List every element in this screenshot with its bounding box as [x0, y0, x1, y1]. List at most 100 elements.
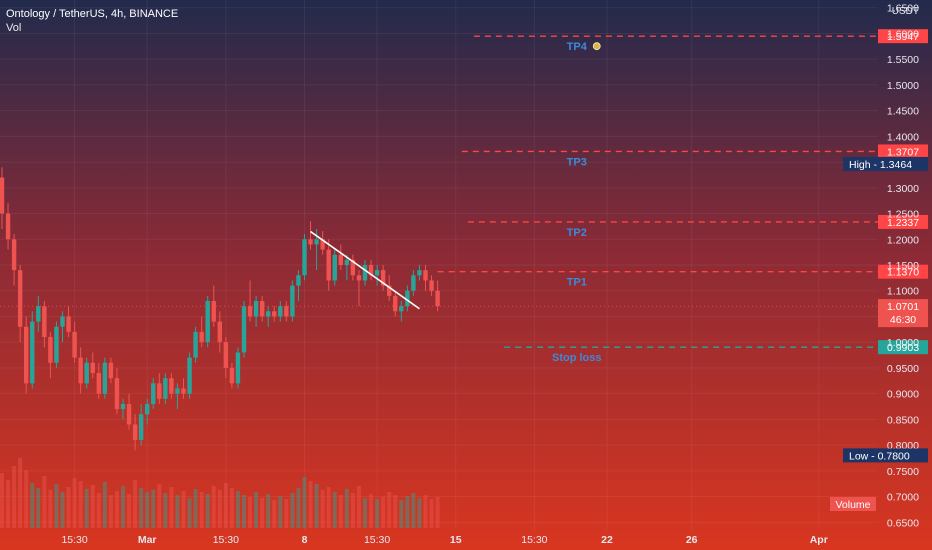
x-tick-label: 8 [302, 534, 308, 546]
candle-body [278, 306, 283, 317]
current-price-bg [878, 299, 928, 328]
level-label-tp3[interactable]: TP3 [567, 156, 587, 168]
candle-body [368, 265, 374, 276]
candle-body [24, 326, 29, 384]
y-tick-label: 1.1500 [887, 260, 919, 272]
volume-bar [217, 490, 222, 528]
candle-body [362, 265, 368, 281]
price-tag-tp1[interactable]: 1.1370 [878, 264, 928, 279]
y-tick-label: 1.4500 [887, 106, 919, 118]
volume-bar [18, 458, 23, 528]
volume-bar [193, 489, 198, 528]
candle-body [120, 403, 126, 410]
candle-body [411, 275, 416, 291]
volume-badge-bg [830, 497, 876, 511]
trendline-layer[interactable] [310, 230, 420, 310]
volume-bar [127, 494, 132, 528]
candle-body [417, 270, 422, 276]
candle-body [247, 306, 253, 317]
high-tag-bg [843, 156, 928, 171]
candle-body [187, 357, 192, 394]
candle-body [332, 254, 337, 281]
volume-bar [254, 492, 259, 528]
volume-bar [266, 494, 271, 528]
volume-bar [24, 470, 29, 528]
candle-body [429, 280, 434, 291]
y-tick-label: 1.1000 [887, 286, 919, 298]
candle-body [272, 311, 277, 317]
time-axis[interactable]: 15:30 Mar 15:30 8 15:30 15 15:30 22 26 Apr [61, 534, 827, 546]
volume-bar [350, 493, 355, 528]
volume-bar [181, 491, 186, 528]
price-tag-tp4[interactable]: 1.5947 [878, 29, 928, 44]
volume-bar [102, 482, 107, 528]
volume-bar [302, 477, 307, 528]
candle-body [284, 306, 289, 317]
volume-bar [169, 487, 174, 528]
candle-body [163, 378, 168, 399]
price-axis[interactable]: USDT0.65000.70000.75000.80000.85000.9000… [830, 0, 932, 550]
candle-body [90, 362, 95, 374]
candle-body [308, 239, 313, 245]
volume-bar [375, 499, 380, 528]
y-tick-label: 1.6500 [887, 3, 919, 15]
level-label-tp4[interactable]: TP4 [567, 41, 588, 53]
volume-bar [393, 495, 398, 528]
volume-bar [42, 476, 47, 528]
candle-body [17, 270, 23, 327]
volume-bar [296, 488, 301, 528]
volume-bar [284, 499, 289, 528]
price-tag-bg [878, 144, 928, 159]
level-label-tp1[interactable]: TP1 [567, 277, 587, 289]
candle-body [229, 367, 235, 384]
current-price-value: 1.0701 [887, 301, 919, 313]
volume-bar [199, 492, 204, 528]
volume-bars [0, 458, 440, 528]
level-label-tp2[interactable]: TP2 [567, 227, 587, 239]
candle-body [175, 388, 180, 394]
price-tag-bg [878, 29, 928, 44]
x-tick-label: 15 [450, 534, 462, 546]
candle-body [399, 306, 404, 312]
y-tick-label: 1.5500 [887, 54, 919, 66]
volume-bar [260, 498, 265, 528]
level-label-stop-loss[interactable]: Stop loss [552, 352, 602, 364]
volume-bar [229, 488, 234, 528]
volume-bar [326, 487, 331, 528]
volume-bar [290, 493, 295, 528]
price-tag-value: 1.1370 [887, 267, 919, 279]
volume-bar [381, 497, 386, 528]
price-tag-stop-loss[interactable]: 0.9903 [878, 340, 928, 355]
price-tag-tp2[interactable]: 1.2337 [878, 214, 928, 229]
candle-body [223, 342, 229, 368]
volume-bar [235, 491, 240, 528]
y-tick-label: 0.9000 [887, 389, 919, 401]
y-tick-label: 0.8500 [887, 414, 919, 426]
symbol-title[interactable]: Ontology / TetherUS, 4h, BINANCE [6, 8, 179, 20]
volume-bar [6, 480, 11, 528]
price-tag-value: 1.3707 [887, 146, 919, 158]
candle-body [193, 331, 198, 358]
price-tag-tp3[interactable]: 1.3707 [878, 144, 928, 159]
candle-body [138, 414, 144, 440]
volume-bar [163, 493, 168, 528]
volume-bar [423, 495, 428, 528]
low-tag[interactable]: Low - 0.7800 [843, 448, 928, 463]
price-tag-bg [878, 264, 928, 279]
volume-indicator-label[interactable]: Vol [6, 22, 22, 34]
volume-bar [248, 497, 253, 528]
y-tick-label: 0.9500 [887, 363, 919, 375]
y-tick-label: 1.5000 [887, 80, 919, 92]
candle-body [344, 259, 350, 265]
y-tick-label: 1.2000 [887, 234, 919, 246]
trendline[interactable] [310, 230, 420, 310]
volume-bar [308, 481, 313, 528]
volume-bar [12, 466, 17, 528]
high-tag[interactable]: High - 1.3464 [843, 156, 928, 171]
candle-body [114, 378, 120, 410]
y-tick-label: 1.0000 [887, 337, 919, 349]
volume-badge[interactable]: Volume [830, 497, 876, 511]
